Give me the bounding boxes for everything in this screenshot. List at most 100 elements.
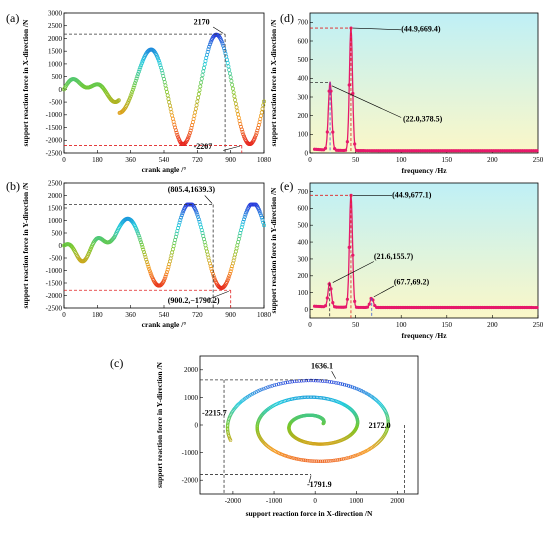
data-point	[225, 58, 228, 61]
data-point	[191, 121, 194, 124]
y-axis-title: support reaction force in Y-direction /N	[269, 187, 278, 313]
spectrum-marker	[328, 282, 331, 285]
data-point	[199, 81, 202, 84]
data-point	[236, 241, 239, 244]
x-tick-label: -1000	[266, 497, 283, 505]
y-tick-label: 600	[298, 205, 309, 213]
data-point	[201, 73, 204, 76]
data-point	[202, 234, 205, 237]
x-axis-title: crank angle /°	[142, 165, 187, 174]
data-point	[197, 92, 200, 95]
data-point	[228, 68, 231, 71]
y-tick-label: 1500	[48, 48, 63, 56]
data-point	[136, 232, 139, 235]
x-tick-label: 180	[92, 156, 103, 164]
y-tick-label: 0	[305, 149, 309, 157]
y-tick-label: 0	[305, 306, 309, 314]
y-tick-label: 2500	[48, 179, 63, 187]
data-point	[227, 65, 230, 68]
x-tick-label: 1000	[349, 497, 364, 505]
annotation-peak3: (67.7,69.2)	[394, 277, 430, 286]
annotation-min: -2207	[194, 142, 213, 151]
data-point	[199, 85, 202, 88]
y-tick-label: -1000	[46, 267, 63, 275]
data-point	[168, 104, 171, 107]
y-tick-label: -500	[49, 254, 62, 262]
data-point	[171, 114, 174, 117]
spectrum-marker	[535, 149, 538, 152]
annotation-leader	[205, 196, 212, 204]
x-tick-label: 50	[352, 156, 360, 164]
y-axis-title: support reaction force in X-direction /N	[269, 19, 278, 146]
x-axis-title: support reaction force in X-direction /N	[246, 509, 373, 518]
y-tick-label: 1000	[184, 394, 199, 402]
x-tick-label: 200	[487, 321, 498, 329]
spectrum-marker	[324, 304, 327, 307]
data-point	[202, 70, 205, 73]
data-point	[236, 113, 239, 116]
data-point	[237, 237, 240, 240]
data-point	[233, 95, 236, 98]
annotation-xmax: 2172.0	[369, 421, 391, 430]
data-point	[226, 61, 229, 64]
x-tick-label: 250	[533, 321, 544, 329]
y-tick-label: 1000	[48, 217, 63, 225]
y-axis-title: support reaction force in Y-direction /N	[21, 182, 30, 308]
data-point	[236, 109, 239, 112]
spectrum-marker	[535, 306, 538, 309]
data-point	[200, 77, 203, 80]
data-point	[258, 121, 261, 124]
annotation-peak2: (22.0,378.5)	[403, 114, 443, 123]
spectrum-marker	[324, 147, 327, 150]
y-tick-label: -1000	[182, 449, 199, 457]
data-point	[130, 92, 133, 95]
data-point	[204, 59, 207, 62]
y-tick-label: 400	[298, 75, 309, 83]
data-point	[205, 56, 208, 59]
x-tick-label: 250	[533, 156, 544, 164]
data-point	[168, 101, 171, 104]
data-point	[234, 253, 237, 256]
y-tick-label: -1000	[46, 111, 63, 119]
x-tick-label: 150	[442, 156, 453, 164]
data-point	[235, 106, 238, 109]
data-point	[195, 104, 198, 107]
annotation-leader	[223, 146, 240, 150]
y-tick-label: 1000	[48, 60, 63, 68]
panel-label-c: (c)	[110, 356, 123, 370]
x-tick-label: 900	[225, 311, 236, 319]
data-point	[174, 238, 177, 241]
data-point	[353, 455, 356, 458]
x-tick-label: 540	[159, 156, 170, 164]
data-point	[203, 241, 206, 244]
data-point	[259, 117, 262, 120]
data-point	[163, 81, 166, 84]
spectrum-marker	[368, 303, 371, 306]
data-point	[234, 250, 237, 253]
data-point	[259, 212, 262, 215]
y-tick-label: 600	[298, 37, 309, 45]
spectrum-marker	[344, 305, 347, 308]
data-point	[181, 212, 184, 215]
spectrum-marker	[331, 131, 334, 134]
y-tick-label: -1500	[46, 279, 63, 287]
spectrum-marker	[351, 254, 354, 257]
x-tick-label: 0	[62, 311, 66, 319]
data-point	[260, 111, 263, 114]
x-tick-label: 2000	[390, 497, 405, 505]
x-tick-label: 180	[92, 311, 103, 319]
y-tick-label: 500	[298, 56, 309, 64]
data-point	[204, 244, 207, 247]
y-tick-label: 3000	[48, 9, 63, 17]
panel-label-d: (d)	[280, 11, 294, 25]
spectrum-marker	[366, 305, 369, 308]
data-point	[234, 98, 237, 101]
data-point	[166, 94, 169, 97]
x-tick-label: 0	[62, 156, 66, 164]
data-point	[231, 83, 234, 86]
data-point	[149, 272, 152, 275]
x-tick-label: 100	[396, 321, 407, 329]
